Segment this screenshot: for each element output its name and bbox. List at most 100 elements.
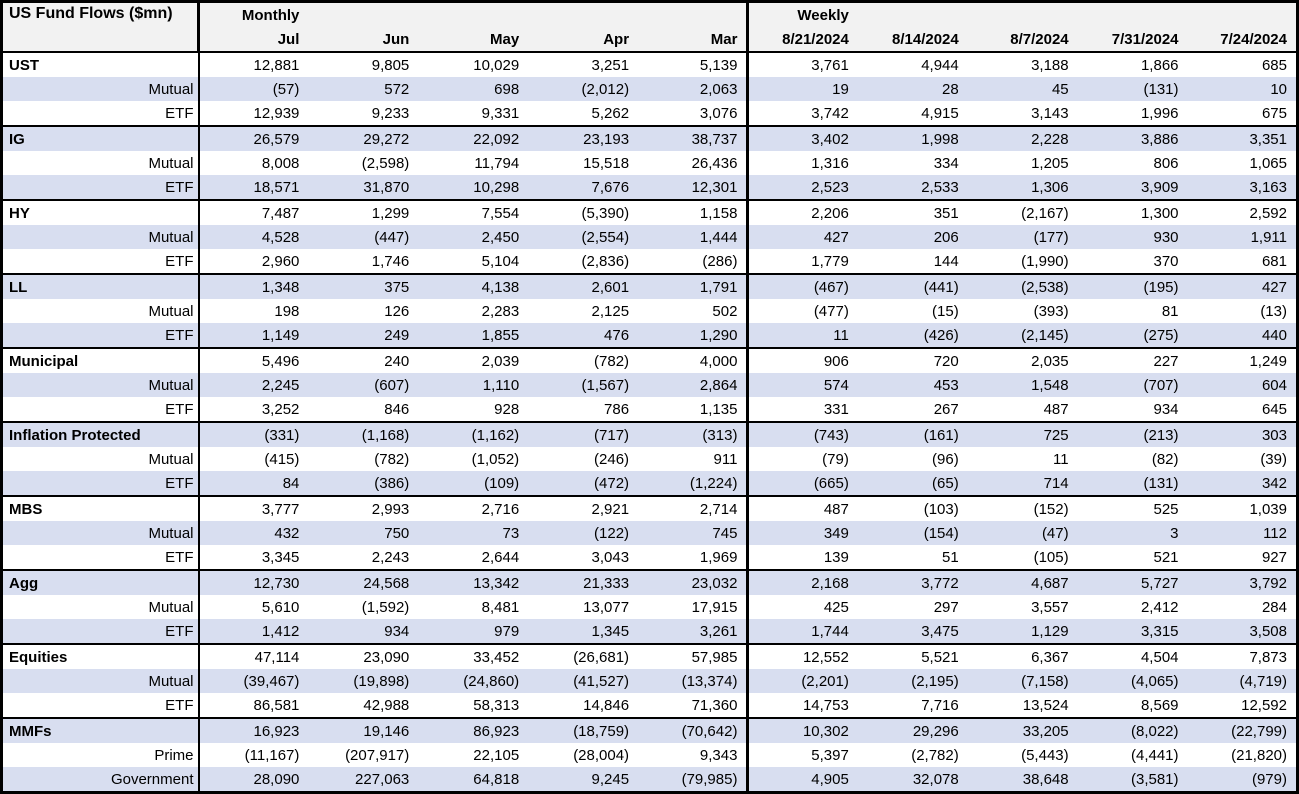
- monthly-value-cell: 911: [638, 447, 750, 471]
- monthly-value-cell: 745: [638, 521, 750, 545]
- table-row: Prime (11,167) (207,917) 22,105 (28,004) 9,34…: [1, 743, 1298, 767]
- weekly-value-cell: 11: [1053, 450, 1069, 468]
- weekly-value-cell: 206: [857, 225, 968, 249]
- weekly-value-cell: 2,592: [1187, 199, 1298, 225]
- monthly-value-cell: 786: [604, 400, 630, 418]
- weekly-value-cell: 675: [1261, 104, 1287, 122]
- weekly-value-cell: 720: [857, 347, 968, 373]
- weekly-value-cell: 370: [1153, 252, 1179, 270]
- monthly-value-cell: 4,000: [638, 347, 750, 373]
- weekly-value-cell: (13): [1260, 302, 1287, 320]
- column-header: Mar: [638, 27, 750, 53]
- monthly-value-cell: 2,716: [418, 495, 529, 521]
- weekly-value-cell: 685: [1187, 51, 1298, 77]
- weekly-value-cell: (82): [1151, 450, 1179, 468]
- subrow-label-cell: Prime: [1, 743, 200, 767]
- monthly-value-cell: 10,029: [418, 51, 529, 77]
- weekly-value-cell: 2,206: [747, 199, 858, 225]
- monthly-value-cell: 38,737: [638, 125, 750, 151]
- monthly-value-cell: 9,805: [308, 51, 419, 77]
- weekly-value-cell: 427: [1187, 273, 1298, 299]
- monthly-value-cell: 928: [494, 400, 520, 418]
- monthly-value-cell: (1,224): [638, 471, 750, 496]
- weekly-value-cell: 3,402: [747, 125, 858, 151]
- weekly-value-cell: (154): [857, 521, 968, 545]
- monthly-value-cell: 227,063: [308, 767, 419, 793]
- weekly-value-cell: 33,205: [967, 717, 1078, 743]
- monthly-value-cell: (1,162): [418, 421, 529, 447]
- weekly-value-cell: 7,873: [1187, 643, 1298, 669]
- weekly-value-cell: 2,412: [1140, 598, 1179, 616]
- subrow-label-cell: Mutual: [1, 77, 200, 101]
- weekly-value-cell: 3,315: [1077, 619, 1188, 644]
- table-row: UST 12,881 9,805 10,029 3,251 5,139 3,761 4,944…: [1, 51, 1298, 77]
- table-row: MBS 3,777 2,993 2,716 2,921 2,714 487 (103) (152…: [1, 495, 1298, 521]
- weekly-value-cell: 13,524: [1022, 696, 1069, 714]
- weekly-value-cell: 2,168: [747, 569, 858, 595]
- monthly-value-cell: (717): [528, 421, 639, 447]
- weekly-value-cell: (65): [857, 471, 968, 496]
- monthly-value-cell: 7,554: [418, 199, 529, 225]
- monthly-value-cell: 23,032: [638, 569, 750, 595]
- monthly-value-cell: (13,374): [638, 669, 750, 693]
- column-header: Apr: [528, 27, 639, 53]
- monthly-value-cell: 9,233: [371, 104, 410, 122]
- monthly-value-cell: 3,043: [591, 548, 630, 566]
- monthly-value-cell: (122): [528, 521, 639, 545]
- weekly-value-cell: (467): [747, 273, 858, 299]
- weekly-value-cell: 303: [1187, 421, 1298, 447]
- weekly-value-cell: (2,167): [967, 199, 1078, 225]
- monthly-value-cell: 84: [198, 471, 309, 496]
- weekly-value-cell: 12,552: [747, 643, 858, 669]
- weekly-value-cell: 4,944: [857, 51, 968, 77]
- subrow-label-cell: ETF: [1, 175, 200, 200]
- section-header-row: US Fund Flows ($mn) Monthly Weekly: [1, 1, 1298, 53]
- subrow-label-cell: ETF: [1, 397, 200, 422]
- monthly-value-cell: (331): [198, 421, 309, 447]
- weekly-value-cell: 525: [1077, 495, 1188, 521]
- column-header: 8/7/2024: [967, 27, 1078, 53]
- weekly-value-cell: 3,557: [1031, 598, 1069, 616]
- table-row: Mutual 432 750 73 (122) 745 349 (154) (47) 3 112: [1, 521, 1298, 545]
- weekly-value-cell: (1,990): [1021, 252, 1069, 270]
- weekly-value-cell: (743): [747, 421, 858, 447]
- monthly-value-cell: 12,939: [253, 104, 300, 122]
- section-label-weekly: Weekly: [747, 1, 858, 27]
- weekly-value-cell: (426): [857, 323, 968, 348]
- weekly-value-cell: 10: [1187, 77, 1298, 101]
- monthly-value-cell: 13,077: [583, 598, 630, 616]
- column-header: May: [418, 27, 529, 53]
- monthly-value-cell: 47,114: [198, 643, 309, 669]
- monthly-value-cell: 1,969: [638, 545, 750, 570]
- monthly-value-cell: 5,139: [638, 51, 750, 77]
- monthly-value-cell: 2,039: [418, 347, 529, 373]
- monthly-value-cell: 26,579: [198, 125, 309, 151]
- weekly-value-cell: 1,866: [1077, 51, 1188, 77]
- monthly-value-cell: 979: [418, 619, 529, 644]
- weekly-value-cell: 3,761: [747, 51, 858, 77]
- monthly-value-cell: 33,452: [418, 643, 529, 669]
- monthly-value-cell: 12,730: [198, 569, 309, 595]
- weekly-value-cell: 1,249: [1187, 347, 1298, 373]
- monthly-value-cell: 23,193: [528, 125, 639, 151]
- monthly-value-cell: 2,601: [528, 273, 639, 299]
- monthly-value-cell: (415): [264, 450, 300, 468]
- table-row: ETF 18,571 31,870 10,298 7,676 12,301 2,523 2,5…: [1, 175, 1298, 200]
- monthly-value-cell: 750: [308, 521, 419, 545]
- weekly-value-cell: (2,538): [967, 273, 1078, 299]
- weekly-value-cell: (7,158): [967, 669, 1078, 693]
- monthly-value-cell: (2,598): [361, 154, 410, 172]
- weekly-value-cell: 681: [1261, 252, 1287, 270]
- monthly-value-cell: (11,167): [244, 746, 300, 764]
- weekly-value-cell: 927: [1261, 548, 1287, 566]
- monthly-value-cell: 17,915: [638, 595, 750, 619]
- weekly-value-cell: 144: [933, 252, 959, 270]
- monthly-value-cell: 57,985: [638, 643, 750, 669]
- table-body: UST 12,881 9,805 10,029 3,251 5,139 3,761 4,944…: [1, 51, 1298, 793]
- table-row: Mutual (39,467) (19,898) (24,860) (41,527) (1…: [1, 669, 1298, 693]
- weekly-value-cell: 38,648: [967, 767, 1078, 793]
- subrow-label-cell: ETF: [1, 323, 200, 348]
- monthly-value-cell: 502: [638, 299, 750, 323]
- monthly-value-cell: 19,146: [308, 717, 419, 743]
- header-spacer: [967, 1, 1078, 27]
